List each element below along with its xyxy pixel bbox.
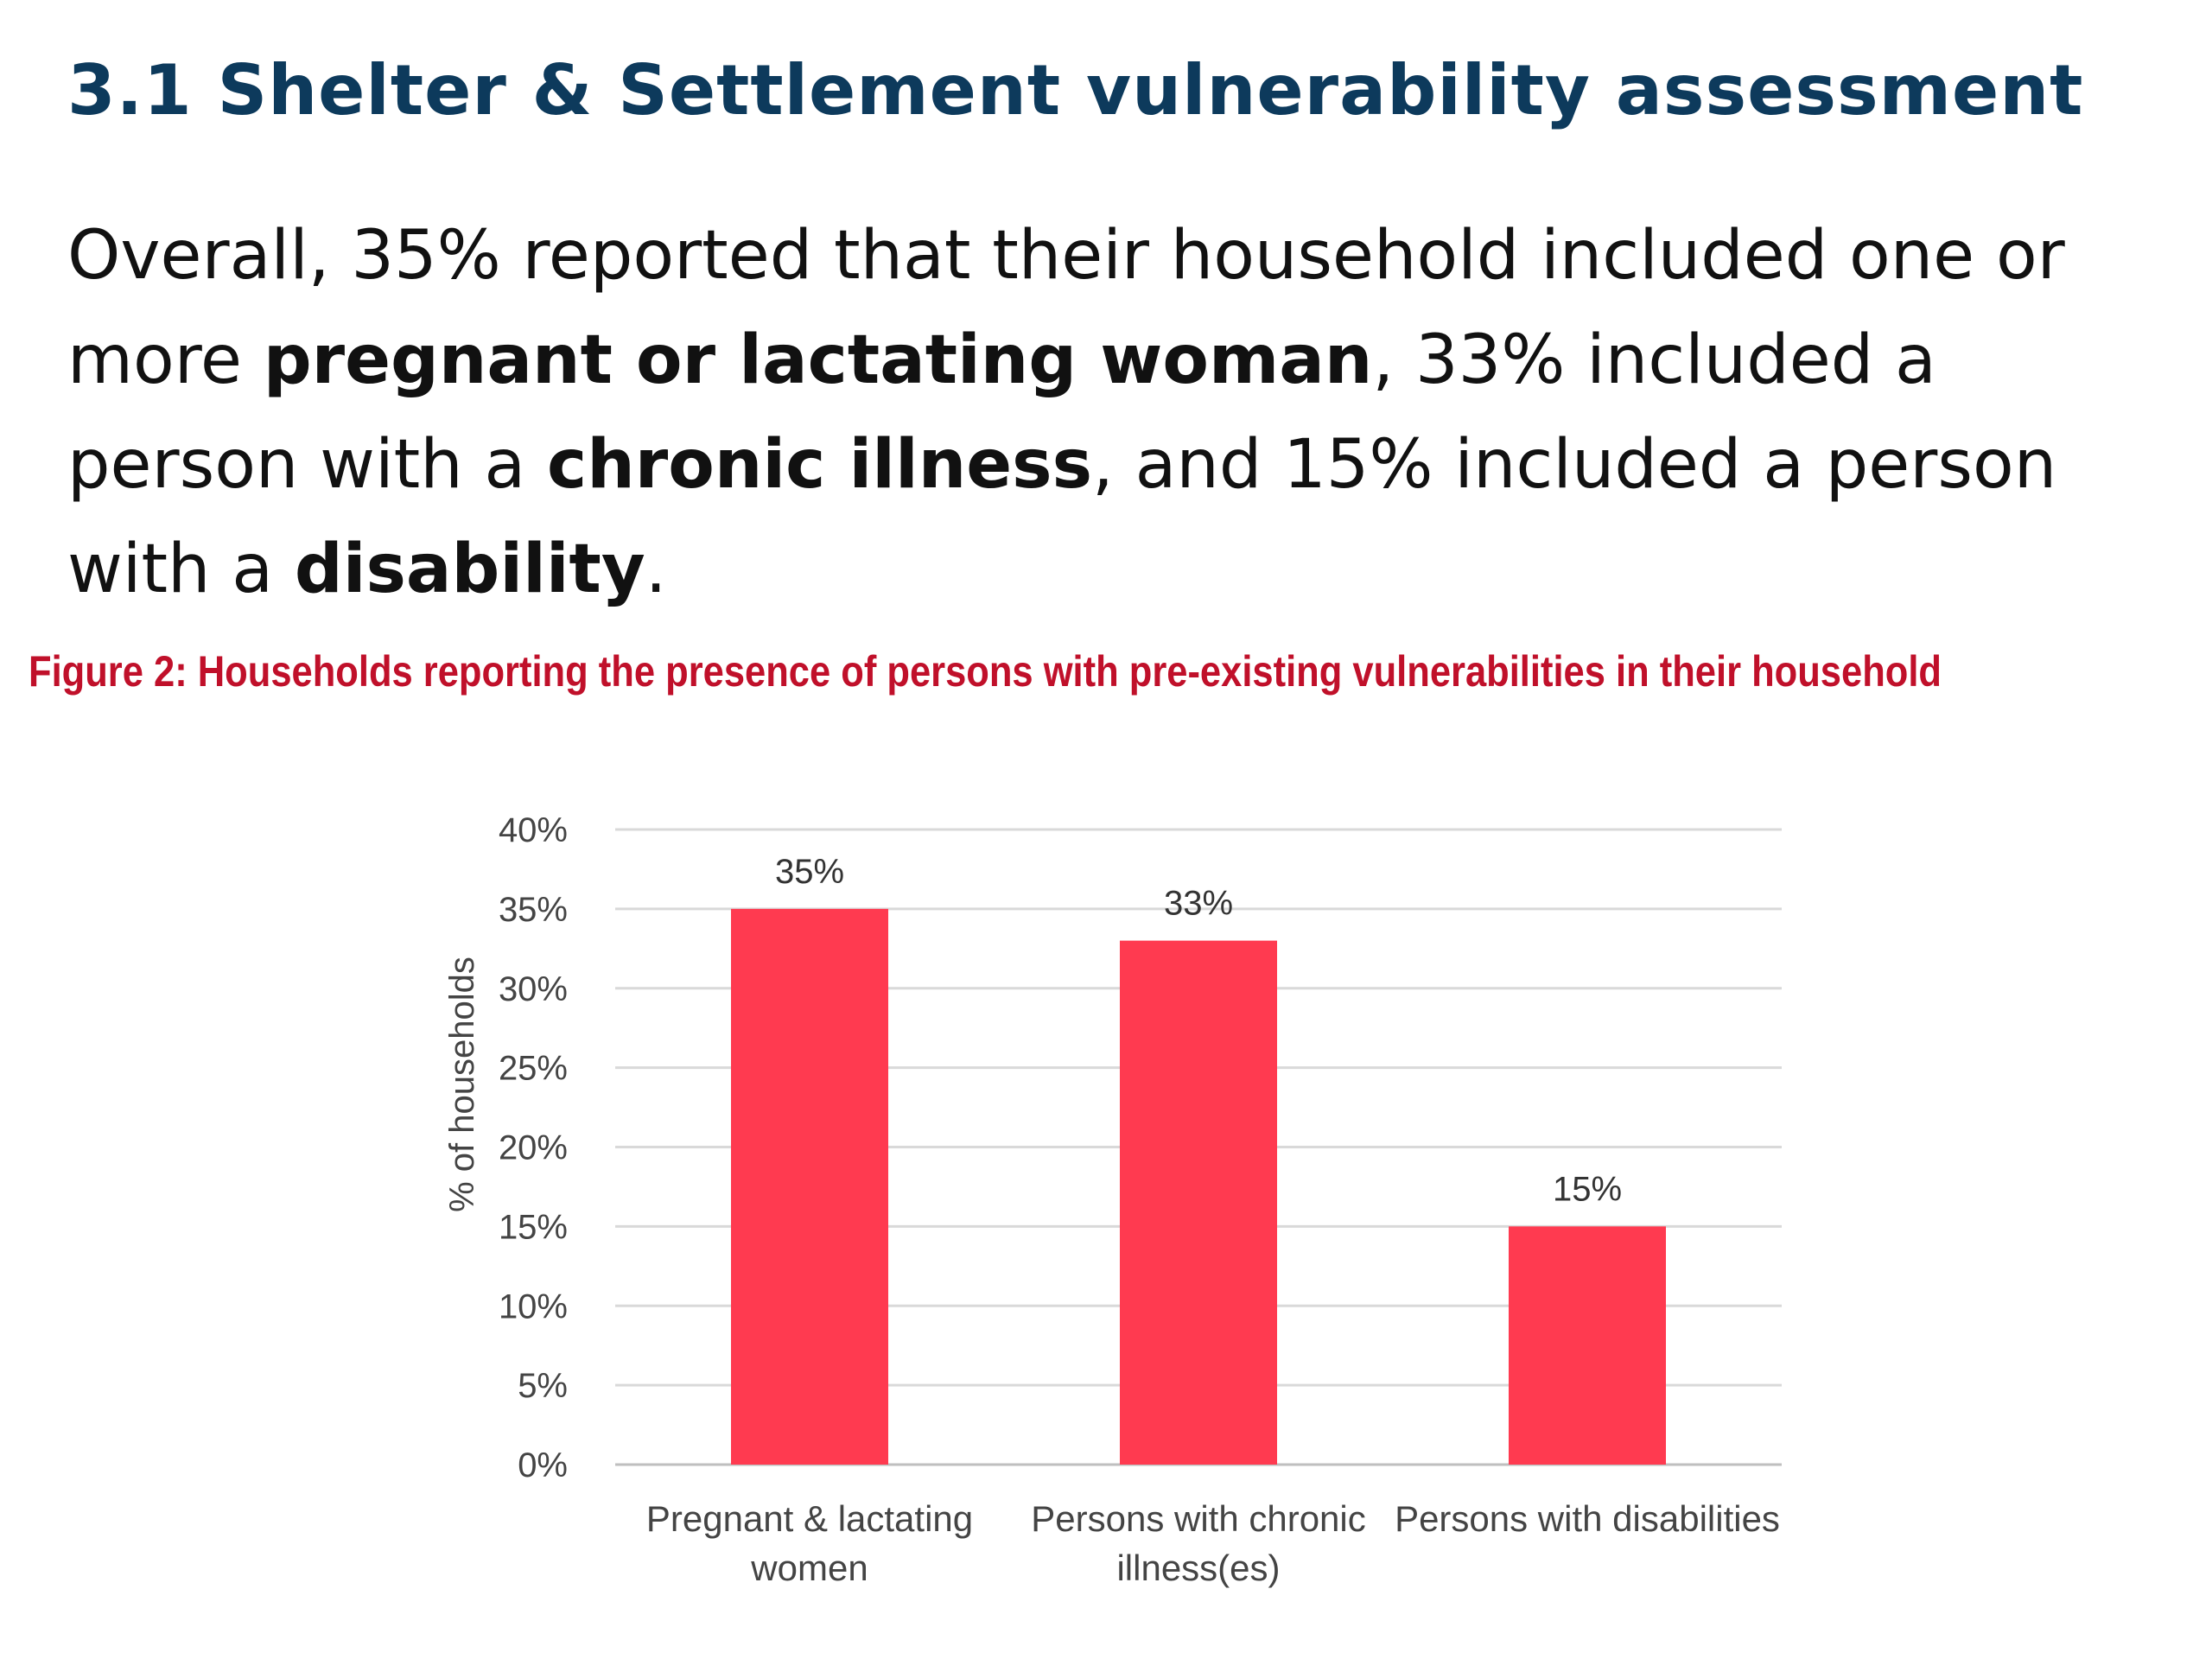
chart-bars xyxy=(731,908,1666,1465)
x-axis-categories: Pregnant & lactating women Persons with ch… xyxy=(646,1498,1780,1588)
y-tick-label: 40% xyxy=(499,811,568,849)
category-label-2: illness(es) xyxy=(1116,1548,1280,1588)
summary-text-3: , and 15% included a person with a xyxy=(67,426,2057,608)
category-label-3: Persons with disabilities xyxy=(1395,1498,1780,1539)
y-tick-label: 35% xyxy=(499,891,568,929)
summary-paragraph: Overall, 35% reported that their househo… xyxy=(67,204,2176,622)
summary-bold-chronic: chronic illness xyxy=(547,426,1093,504)
bar-3 xyxy=(1509,1226,1666,1465)
category-label-2: Persons with chronic xyxy=(1031,1498,1366,1539)
summary-bold-pregnant: pregnant or lactating woman xyxy=(263,321,1373,399)
data-label-1: 35% xyxy=(775,853,844,891)
y-tick-label: 20% xyxy=(499,1129,568,1167)
data-label-2: 33% xyxy=(1164,885,1233,923)
y-tick-label: 25% xyxy=(499,1050,568,1088)
summary-bold-disability: disability xyxy=(294,531,645,608)
summary-text-1: Overall, 35% reported that their househo… xyxy=(67,217,2065,399)
chart-data-labels: 35% 33% 15% xyxy=(775,853,1622,1209)
y-axis-title: % of households xyxy=(443,957,481,1212)
category-label-1: women xyxy=(750,1548,868,1588)
y-tick-label: 15% xyxy=(499,1208,568,1246)
data-label-3: 15% xyxy=(1553,1170,1622,1208)
bar-chart: 0% 5% 10% 15% 20% 25% 30% 35% 40% 35% 33% 15% Preg… xyxy=(443,811,1782,1588)
bar-1 xyxy=(731,908,888,1465)
y-tick-label: 30% xyxy=(499,970,568,1008)
summary-text-2: , 33% included a person with a xyxy=(67,321,1936,504)
category-label-1: Pregnant & lactating xyxy=(646,1498,973,1539)
bar-2 xyxy=(1120,940,1277,1465)
y-tick-label: 10% xyxy=(499,1287,568,1325)
y-axis-ticks: 0% 5% 10% 15% 20% 25% 30% 35% 40% xyxy=(499,811,568,1484)
y-tick-label: 5% xyxy=(518,1367,568,1405)
y-tick-label: 0% xyxy=(518,1446,568,1484)
slide-title: 3.1 Shelter & Settlement vulnerability a… xyxy=(67,50,2084,130)
figure-caption: Figure 2: Households reporting the prese… xyxy=(29,647,1942,696)
summary-text-4: . xyxy=(645,531,667,608)
